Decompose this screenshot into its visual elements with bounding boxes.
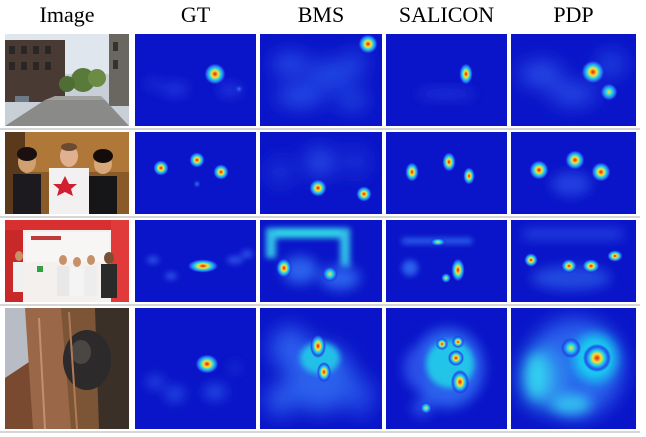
column-header-bms: BMS bbox=[297, 2, 345, 27]
salicon-saliency-map bbox=[386, 34, 507, 126]
gt-saliency-map bbox=[135, 132, 256, 214]
salicon-saliency-map bbox=[386, 220, 507, 302]
bms-saliency-map bbox=[260, 132, 382, 214]
bms-saliency-map bbox=[260, 308, 382, 429]
salicon-saliency-map bbox=[386, 308, 507, 429]
bms-saliency-map bbox=[260, 220, 382, 302]
column-header-image: Image bbox=[39, 2, 95, 27]
curtain-closeup-photo bbox=[5, 308, 129, 429]
row-divider bbox=[0, 304, 640, 306]
pdp-saliency-map bbox=[511, 308, 636, 429]
gt-saliency-map bbox=[135, 220, 256, 302]
gt-saliency-map bbox=[135, 34, 256, 126]
column-header-gt: GT bbox=[180, 2, 211, 27]
row-divider bbox=[0, 431, 640, 433]
row-divider bbox=[0, 128, 640, 130]
bms-saliency-map bbox=[260, 34, 382, 126]
pdp-saliency-map bbox=[511, 220, 636, 302]
column-header-pdp: PDP bbox=[553, 2, 594, 27]
column-header-salicon: SALICON bbox=[398, 2, 495, 27]
stage-event-photo bbox=[5, 220, 129, 302]
row-divider bbox=[0, 216, 640, 218]
street-photo bbox=[5, 34, 129, 126]
pdp-saliency-map bbox=[511, 34, 636, 126]
pdp-saliency-map bbox=[511, 132, 636, 214]
salicon-saliency-map bbox=[386, 132, 507, 214]
three-people-photo bbox=[5, 132, 129, 214]
gt-saliency-map bbox=[135, 308, 256, 429]
